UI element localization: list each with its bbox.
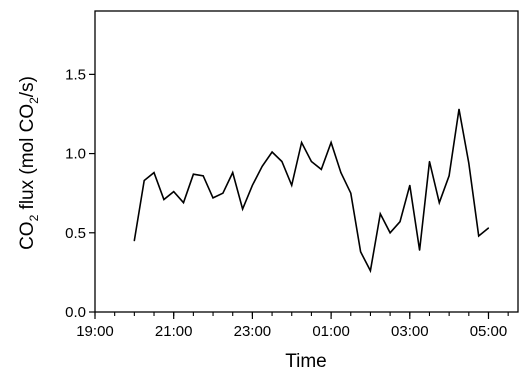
data-points — [133, 108, 490, 272]
data-point — [212, 197, 214, 199]
data-point — [143, 179, 145, 182]
x-axis-title: Time — [285, 351, 327, 372]
x-tick-label: 19:00 — [76, 323, 114, 340]
x-axis: 19:00 21:00 23:00 01:00 03:00 05:00 — [76, 312, 509, 340]
data-point — [202, 175, 204, 177]
data-point — [419, 249, 421, 251]
data-point — [487, 227, 490, 229]
data-point — [291, 184, 293, 186]
x-tick-label: 05:00 — [470, 323, 508, 340]
data-point — [232, 172, 234, 174]
x-tick-label: 01:00 — [312, 323, 350, 340]
data-point — [478, 235, 480, 237]
data-point — [163, 198, 165, 201]
y-axis-title-subscript: 2 — [27, 97, 41, 104]
data-point — [360, 251, 362, 253]
y-tick-label: 1.5 — [65, 66, 86, 83]
series-line — [133, 109, 490, 274]
data-point — [251, 184, 253, 186]
data-point — [428, 160, 431, 163]
y-axis-title-subscript: 2 — [27, 214, 41, 221]
y-tick-label: 0.5 — [65, 225, 86, 242]
y-tick-label: 0.0 — [65, 304, 86, 321]
data-point — [438, 202, 440, 204]
data-point — [271, 151, 273, 153]
y-axis-title: CO2 flux (mol CO2/s) — [17, 76, 41, 250]
data-point — [350, 192, 352, 194]
y-tick-label: 1.0 — [65, 146, 86, 163]
data-point — [182, 202, 185, 204]
data-point — [222, 192, 224, 194]
data-point — [281, 160, 283, 163]
data-point — [320, 168, 322, 170]
y-axis: 0.0 0.5 1.0 1.5 — [65, 66, 95, 321]
data-point — [192, 173, 194, 175]
data-point — [379, 213, 381, 215]
plot-frame — [94, 10, 519, 313]
data-point — [458, 108, 460, 110]
data-point — [310, 160, 312, 163]
x-tick-label: 21:00 — [155, 323, 193, 340]
data-point — [261, 165, 263, 167]
data-point — [340, 172, 342, 174]
data-point — [389, 232, 391, 234]
data-point — [468, 162, 470, 164]
data-point — [301, 141, 303, 144]
x-tick-label: 23:00 — [234, 323, 272, 340]
data-point — [369, 270, 371, 272]
data-point — [153, 172, 155, 174]
data-point — [399, 221, 401, 223]
data-point — [242, 208, 244, 210]
data-point — [409, 184, 411, 186]
x-tick-label: 03:00 — [391, 323, 429, 340]
data-point — [330, 141, 332, 144]
data-point — [448, 175, 450, 177]
data-point — [133, 240, 135, 242]
data-point — [173, 191, 175, 193]
